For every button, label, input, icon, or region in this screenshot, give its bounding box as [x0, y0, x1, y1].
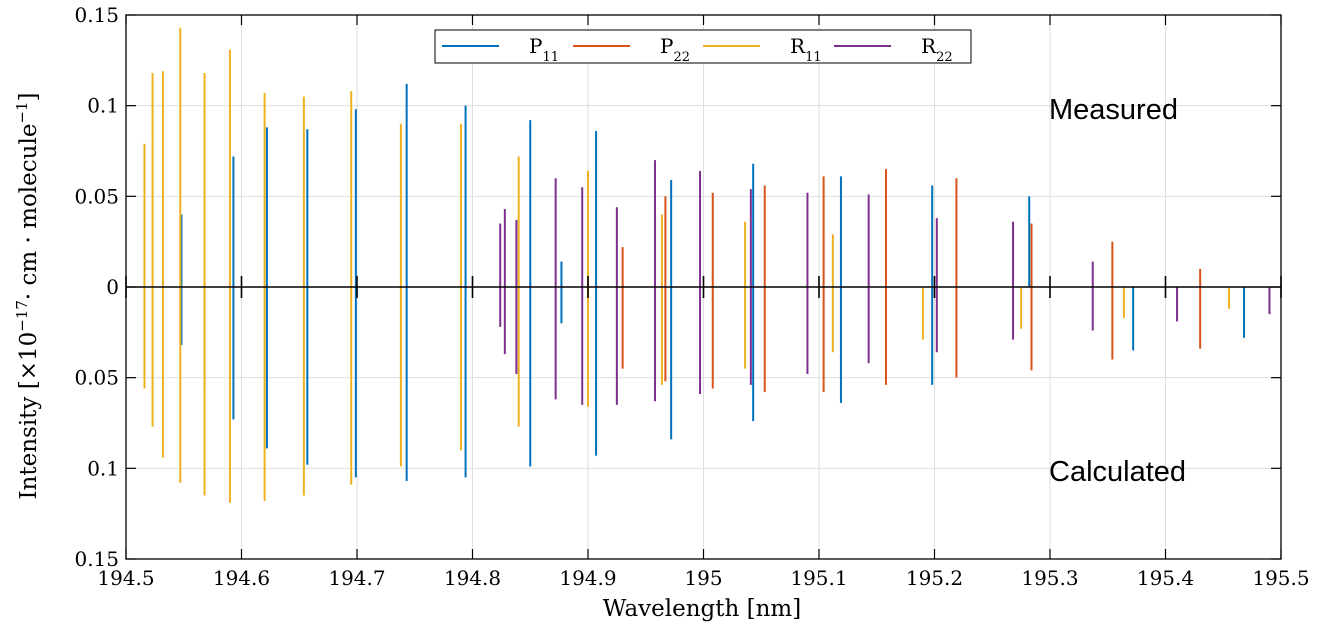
- x-tick-label: 194.7: [328, 566, 385, 590]
- zero-line: [125, 276, 1282, 298]
- y-axis-title: Intensity [×10−17· cm · molecule−1]: [13, 92, 42, 499]
- axis-ticks: [125, 14, 1282, 560]
- measured-annotation: Measured: [1049, 94, 1178, 126]
- x-tick-label: 195.4: [1137, 566, 1194, 590]
- x-tick-label: 194.9: [559, 566, 616, 590]
- x-tick-label: 195.2: [906, 566, 963, 590]
- y-tick-label: 0.05: [74, 366, 119, 390]
- y-tick-label: 0.15: [74, 3, 119, 27]
- stick-series: [143, 27, 1271, 503]
- x-axis-title: Wavelength [nm]: [603, 596, 801, 622]
- legend: P11 P22 R11 R22: [434, 29, 972, 65]
- x-tick-label: 195.5: [1252, 566, 1309, 590]
- x-tick-label: 194.8: [444, 566, 501, 590]
- x-tick-label: 194.5: [97, 566, 154, 590]
- x-tick-label: 195: [684, 566, 722, 590]
- y-tick-label: 0.05: [74, 184, 119, 208]
- y-tick-label: 0.1: [87, 456, 119, 480]
- calculated-annotation: Calculated: [1049, 456, 1186, 488]
- x-tick-label: 195.3: [1021, 566, 1078, 590]
- tick-labels: 194.5 194.6 194.7 194.8 194.9 195 195.1 195.2 19…: [74, 3, 1309, 590]
- y-tick-label: 0.15: [74, 547, 119, 571]
- x-tick-label: 195.1: [790, 566, 847, 590]
- x-tick-label: 194.6: [213, 566, 270, 590]
- y-tick-label: 0.1: [87, 94, 119, 118]
- y-tick-label: 0: [106, 275, 119, 299]
